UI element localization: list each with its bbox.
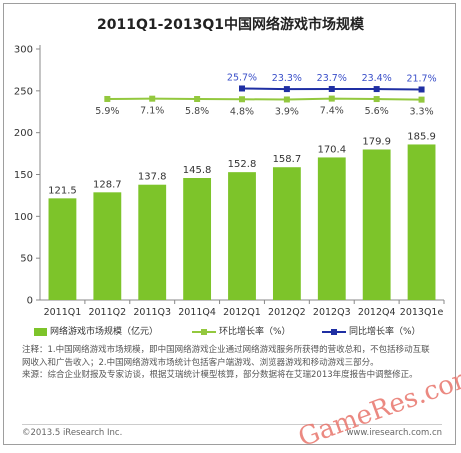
y-tick-label: 250: [14, 86, 33, 97]
x-tick-label: 2012Q3: [313, 307, 351, 318]
bar-value-label: 170.4: [317, 144, 346, 155]
chart-svg: 0 50 100 150 200 250 300 121.5 128.7 137.8 145.8 15…: [14, 45, 445, 318]
x-tick-label: 2011Q4: [178, 307, 216, 318]
series-value-label: 7.1%: [140, 106, 164, 117]
footer-copyright: ©2013.5 iResearch Inc.: [22, 428, 123, 438]
note-remark: 注释：1.中国网络游戏市场规模，即中国网络游戏企业通过网络游戏服务所获得的营收总…: [22, 345, 430, 368]
bar-value-label: 158.7: [273, 154, 302, 165]
footer-website: www.iresearch.com.cn: [346, 428, 442, 438]
series-value-label: 5.9%: [95, 106, 119, 117]
legend-swatch-yoy: [322, 328, 346, 336]
legend-swatch-market-size: [34, 327, 47, 336]
series-marker: [418, 96, 425, 103]
series-value-label: 21.7%: [406, 73, 436, 84]
bar-value-label: 128.7: [93, 179, 122, 190]
legend-label-market-size: 网络游戏市场规模（亿元）: [50, 327, 159, 337]
footer: ©2013.5 iResearch Inc. www.iresearch.com…: [22, 424, 442, 440]
legend-label-yoy: 同比增长率（%）: [349, 327, 421, 337]
y-tick-label: 0: [27, 296, 33, 307]
y-tick-label: 200: [14, 128, 33, 139]
bar: [93, 192, 122, 300]
legend: 网络游戏市场规模（亿元） 环比增长率（%） 同比增长率（%）: [22, 324, 452, 338]
y-tick-label: 300: [14, 45, 33, 56]
series-marker: [328, 85, 335, 92]
bar: [362, 149, 391, 300]
x-tick-label: 2011Q2: [88, 307, 126, 318]
series-marker: [239, 96, 245, 103]
series-marker: [283, 86, 290, 93]
legend-item-yoy: 同比增长率（%）: [322, 324, 421, 337]
series-marker: [194, 95, 201, 102]
bar-value-label: 145.8: [183, 165, 212, 176]
series-marker: [239, 85, 245, 92]
bar: [407, 144, 436, 300]
bar-value-label: 152.8: [228, 159, 257, 170]
series-marker: [373, 96, 380, 103]
bar: [228, 172, 256, 300]
y-tick-label: 50: [20, 254, 33, 265]
x-tick-label: 2011Q3: [133, 307, 171, 318]
series-value-label: 23.3%: [272, 73, 302, 84]
bar-value-label: 137.8: [138, 172, 167, 183]
series-value-label: 23.4%: [362, 73, 392, 84]
bar: [272, 167, 301, 300]
x-tick-label: 2012Q4: [358, 307, 396, 318]
legend-item-market-size: 网络游戏市场规模（亿元）: [34, 324, 158, 337]
notes: 注释：1.中国网络游戏市场规模，即中国网络游戏企业通过网络游戏服务所获得的营收总…: [22, 344, 432, 382]
series-value-label: 7.4%: [320, 106, 344, 117]
x-tick-label: 2013Q1e: [400, 307, 444, 318]
bar: [138, 184, 167, 300]
series-marker: [149, 95, 156, 102]
x-tick-label: 2011Q1: [44, 307, 82, 318]
series-marker: [328, 95, 335, 102]
chart-frame: 2011Q1-2013Q1中国网络游戏市场规模 0 50 100 150 200 250 3…: [3, 3, 461, 453]
bar-value-label: 179.9: [362, 136, 391, 147]
series-line: [107, 97, 422, 101]
bar-value-label: 121.5: [48, 185, 77, 196]
bar: [48, 198, 77, 300]
series-value-label: 4.8%: [230, 106, 254, 117]
chart-title: 2011Q1-2013Q1中国网络游戏市场规模: [96, 17, 365, 33]
series-value-label: 5.8%: [185, 106, 209, 117]
x-tick-label: 2012Q2: [268, 307, 306, 318]
series-value-label: 3.3%: [409, 107, 433, 118]
series-marker: [283, 96, 290, 103]
y-tick-label: 100: [14, 212, 33, 223]
series-marker: [418, 86, 425, 93]
bar: [183, 178, 212, 300]
series-value-label: 25.7%: [227, 72, 257, 83]
series-value-label: 3.9%: [275, 106, 299, 117]
bar-value-label: 185.9: [407, 131, 436, 142]
series-value-label: 23.7%: [317, 73, 347, 84]
legend-label-qoq: 环比增长率（%）: [219, 327, 291, 337]
legend-item-qoq: 环比增长率（%）: [192, 324, 291, 337]
series-marker: [373, 86, 380, 93]
note-source: 来源：综合企业财报及专家访谈，根据艾瑞统计模型核算，部分数据将在艾瑞2013年度…: [22, 370, 418, 380]
legend-swatch-qoq: [192, 328, 216, 336]
series-value-label: 5.6%: [365, 106, 389, 117]
y-tick-label: 150: [14, 170, 33, 181]
x-tick-label: 2012Q1: [223, 307, 261, 318]
bar: [317, 157, 346, 300]
series-marker: [104, 95, 111, 102]
